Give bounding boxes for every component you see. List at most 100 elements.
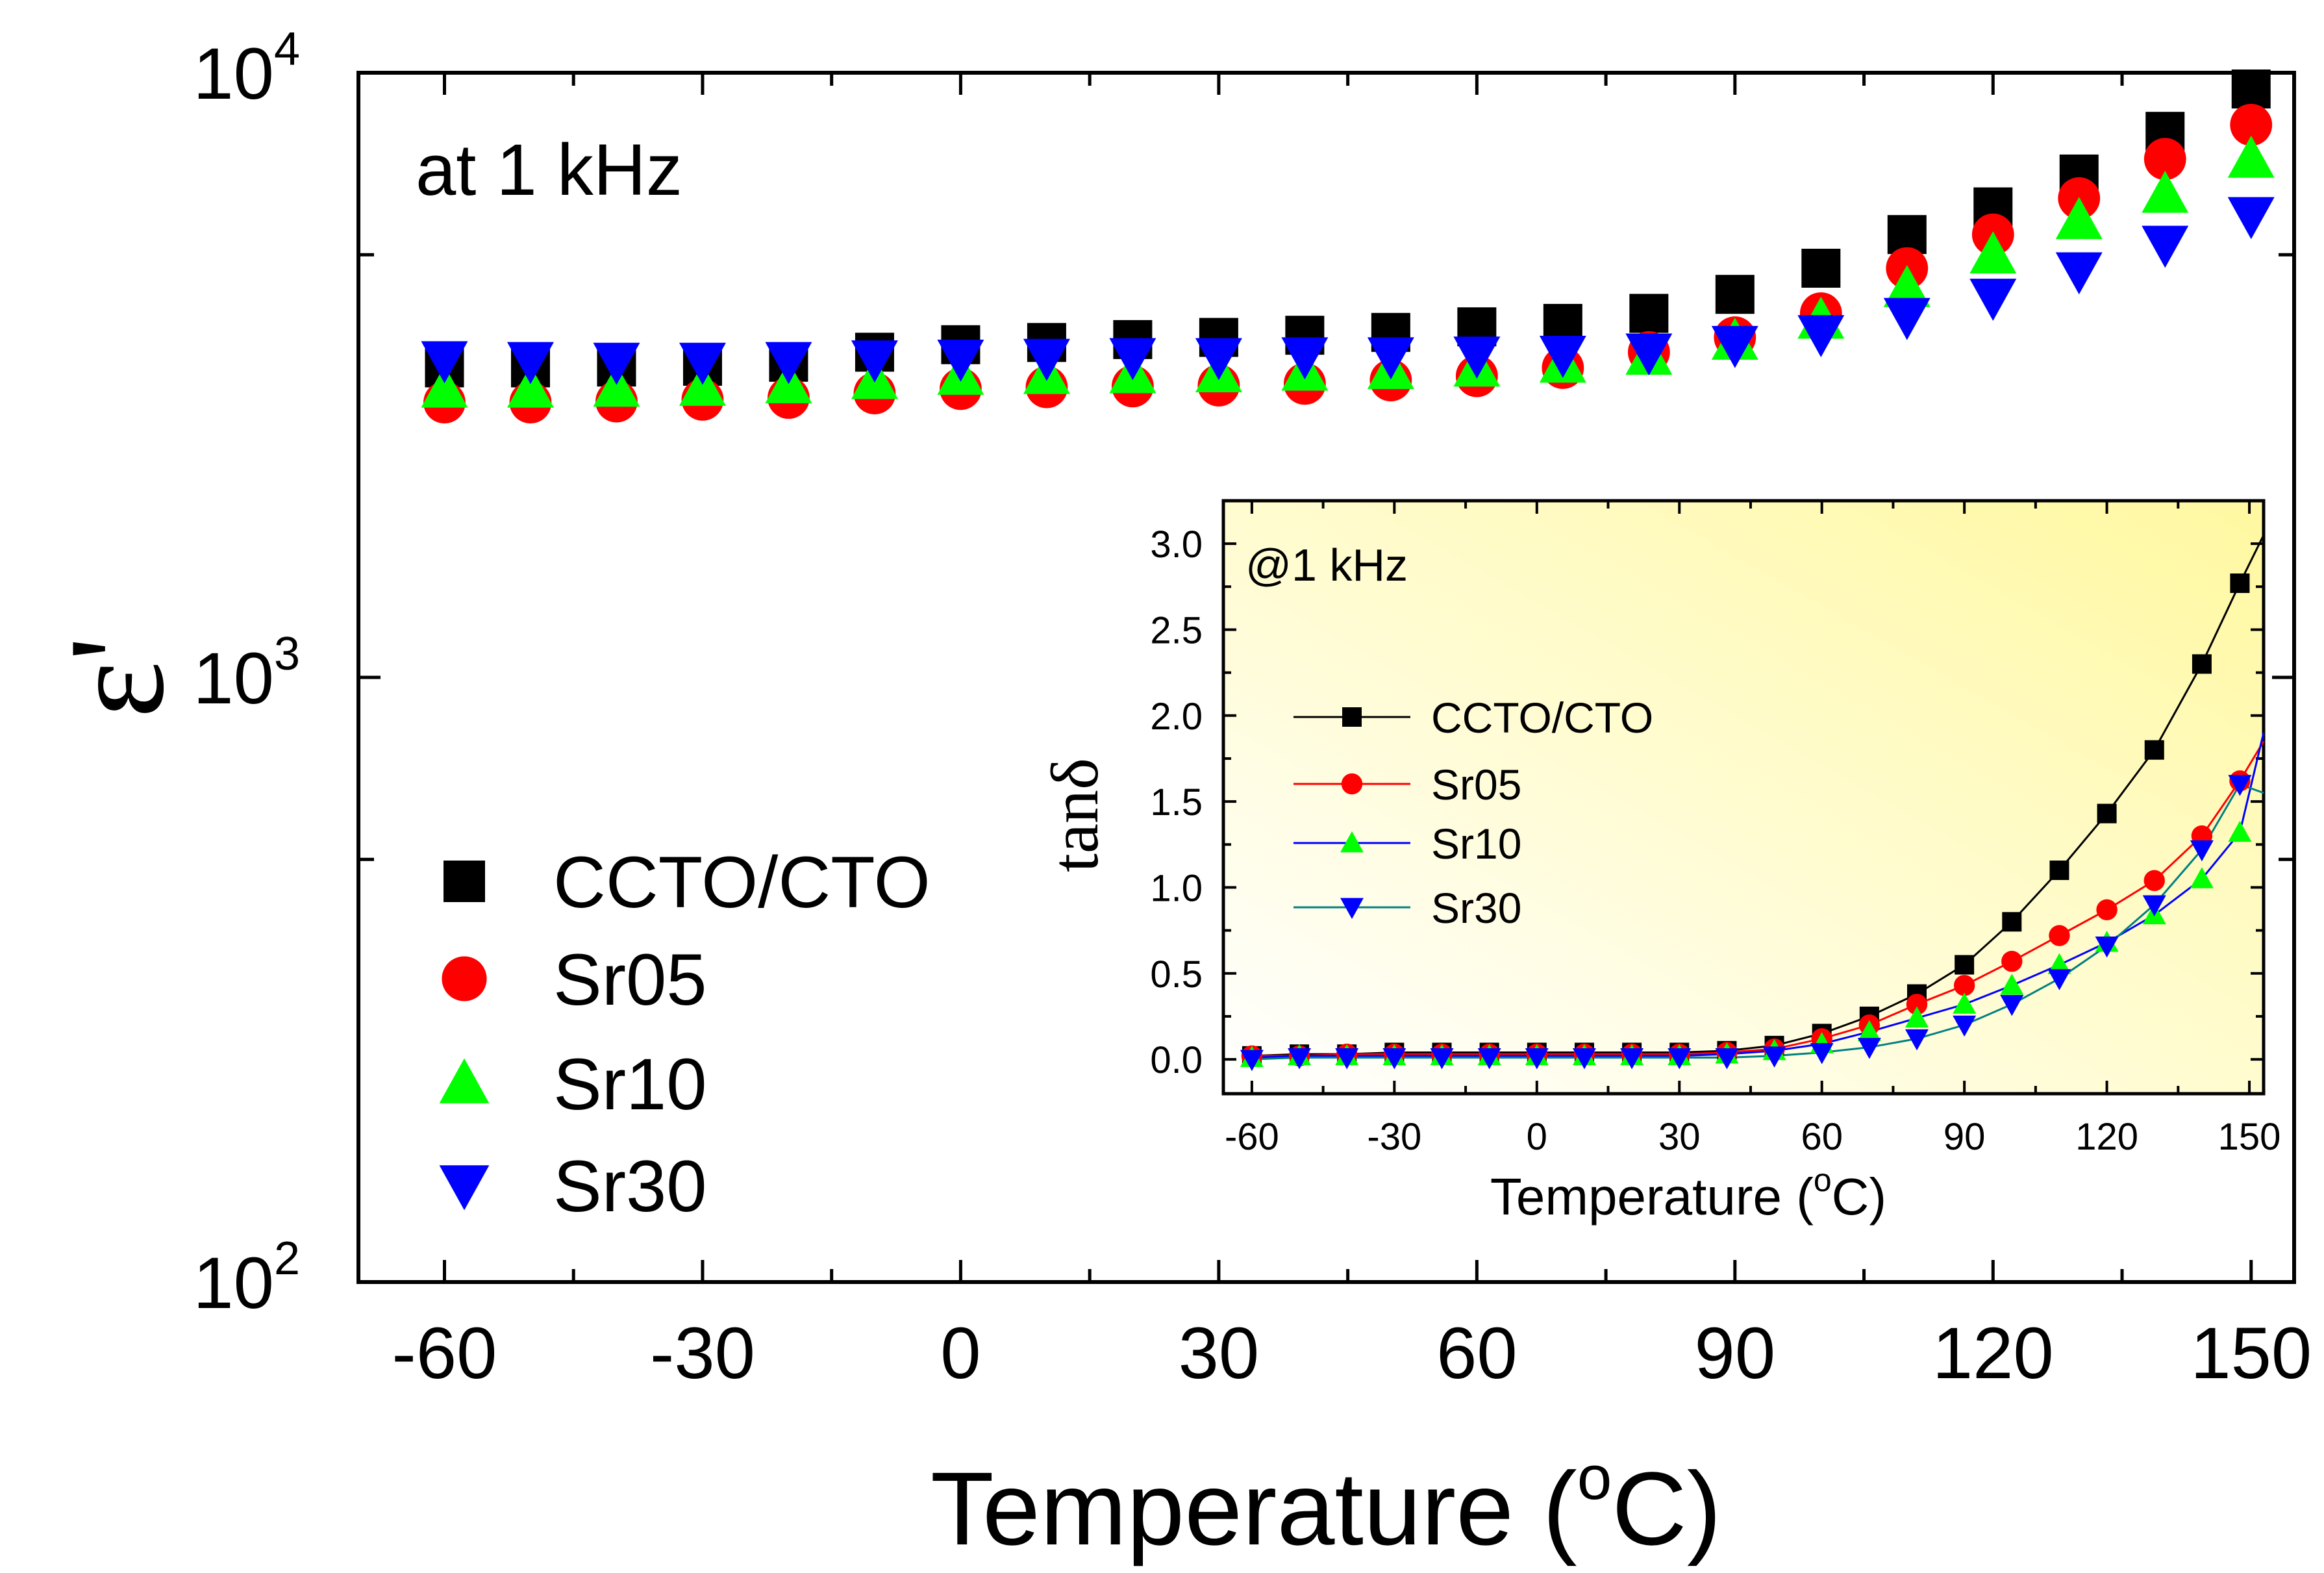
inset-x-tick-label: 60	[1801, 1116, 1843, 1158]
inset-legend-label: Sr30	[1431, 884, 1521, 932]
legend-label: Sr10	[553, 1044, 707, 1125]
legend-label: Sr05	[553, 939, 707, 1020]
data-point-sr30	[1281, 337, 1329, 380]
data-point-sr30	[679, 342, 726, 385]
inset-legend-marker-sr10	[1340, 831, 1364, 853]
data-point-ccto-cto	[1715, 275, 1755, 314]
data-point-sr30	[1453, 336, 1501, 379]
x-tick-label: -60	[392, 1313, 497, 1394]
inset-x-tick-labels: -60 -30 0 30 60 90 120 150	[1225, 1116, 2280, 1158]
inset-data-point-sr30	[1668, 1048, 1692, 1070]
data-point-sr30	[851, 340, 898, 383]
inset-data-point-sr30	[1477, 1048, 1501, 1070]
inset-data-point-sr10	[1953, 992, 1977, 1014]
data-point-sr30	[1711, 325, 1758, 368]
x-tick-label: 90	[1695, 1313, 1776, 1394]
data-point-sr30	[506, 342, 554, 384]
inset-chart: -60 -30 0 30 60 90 120 150 0.0 0.5 1.0 1.5 2.0 2.5 3.…	[1038, 499, 2280, 1226]
data-point-sr30	[593, 342, 640, 385]
y-tick-label: 103	[193, 628, 300, 719]
inset-legend-label: Sr10	[1431, 820, 1521, 868]
inset-annotation: @1 kHz	[1245, 540, 1408, 590]
inset-data-point-ccto-cto	[2144, 740, 2164, 760]
main-annotation: at 1 kHz	[416, 129, 682, 210]
inset-data-point-sr10	[1905, 1006, 1929, 1027]
main-y-tick-labels: 102 103 104	[193, 23, 300, 1324]
inset-data-point-sr30	[2142, 895, 2166, 916]
data-point-sr10	[421, 365, 468, 408]
inset-data-point-sr30	[1810, 1043, 1834, 1064]
data-point-ccto-cto	[1629, 294, 1669, 333]
inset-y-tick-label: 0.0	[1150, 1039, 1203, 1081]
inset-data-point-sr30	[2095, 937, 2119, 958]
inset-data-point-sr30	[1572, 1048, 1596, 1070]
data-point-sr30	[2055, 252, 2103, 295]
inset-data-point-sr30	[2000, 994, 2024, 1016]
inset-y-axis-label: tanδ	[1038, 758, 1112, 872]
inset-data-marks	[1240, 573, 2252, 1072]
inset-y-tick-label: 2.0	[1150, 696, 1203, 738]
data-point-sr10	[2055, 197, 2103, 240]
main-chart: -60 -30 0 30 60 90 120 150 102 103 104 at 1 kHz T…	[42, 23, 2312, 1567]
inset-data-point-sr10	[2190, 867, 2214, 888]
inset-y-tick-label: 1.0	[1150, 867, 1203, 909]
main-axis-ticks	[358, 71, 2294, 1284]
inset-data-point-sr30	[1762, 1046, 1786, 1068]
inset-data-point-sr30	[2190, 840, 2214, 862]
inset-data-point-ccto-cto	[2192, 654, 2212, 674]
inset-x-axis-label: Temperature (oC)	[1490, 1162, 1886, 1226]
legend-marker-sr05	[442, 956, 487, 1001]
y-tick-label: 102	[193, 1233, 300, 1324]
inset-data-point-sr05	[1953, 975, 1975, 996]
inset-data-point-sr05	[2049, 925, 2070, 946]
data-point-sr30	[1367, 337, 1414, 380]
y-tick-label: 104	[193, 23, 300, 114]
x-tick-label: 60	[1436, 1313, 1518, 1394]
data-point-sr10	[1969, 231, 2017, 274]
inset-data-point-sr30	[1430, 1048, 1454, 1070]
legend-marker-sr30	[439, 1165, 490, 1211]
inset-y-tick-label: 2.5	[1150, 609, 1203, 651]
inset-x-tick-label: 120	[2075, 1116, 2138, 1158]
data-point-sr30	[2227, 197, 2275, 240]
inset-x-tick-label: 30	[1658, 1116, 1701, 1158]
inset-data-point-ccto-cto	[2049, 860, 2069, 880]
inset-x-tick-label: 150	[2218, 1116, 2281, 1158]
data-point-sr30	[2142, 225, 2189, 268]
inset-legend-marker-sr05	[1341, 773, 1363, 795]
inset-y-tick-label: 0.5	[1150, 953, 1203, 996]
inset-data-point-ccto-cto	[2230, 573, 2250, 594]
data-point-sr05	[2230, 103, 2273, 146]
data-point-sr30	[1109, 338, 1156, 381]
legend-label: CCTO/CTO	[553, 842, 931, 923]
inset-data-point-sr10	[2000, 974, 2024, 995]
inset-data-point-sr10	[2228, 820, 2252, 842]
data-point-ccto-cto	[2231, 69, 2271, 109]
inset-data-point-sr30	[1715, 1048, 1739, 1070]
inset-data-point-sr30	[1240, 1050, 1264, 1072]
inset-data-point-sr30	[1905, 1029, 1929, 1051]
inset-legend-label: CCTO/CTO	[1431, 694, 1653, 742]
data-point-ccto-cto	[1801, 248, 1841, 288]
inset-x-tick-label: -60	[1225, 1116, 1279, 1158]
data-point-sr30	[765, 342, 812, 384]
data-point-sr30	[1969, 279, 2017, 321]
inset-data-point-sr30	[2228, 775, 2252, 796]
x-tick-label: -30	[650, 1313, 755, 1394]
inset-data-point-ccto-cto	[2002, 912, 2022, 932]
inset-plot-background	[1221, 499, 2266, 1096]
main-y-axis-label: ε'	[42, 636, 192, 718]
data-point-sr30	[421, 341, 468, 384]
inset-data-point-sr30	[1525, 1048, 1549, 1070]
inset-legend-marker-sr30	[1340, 898, 1364, 919]
main-x-tick-labels: -60 -30 0 30 60 90 120 150	[392, 1313, 2312, 1394]
inset-legend: CCTO/CTO Sr05 Sr10 Sr30	[1293, 694, 1653, 932]
inset-y-tick-label: 3.0	[1150, 523, 1203, 566]
data-point-sr30	[937, 339, 984, 382]
inset-data-point-sr30	[2047, 969, 2071, 990]
inset-data-point-sr05	[1906, 994, 1928, 1015]
inset-data-point-sr30	[1382, 1048, 1406, 1070]
data-point-sr30	[1539, 336, 1586, 378]
inset-data-point-sr30	[1288, 1048, 1312, 1070]
